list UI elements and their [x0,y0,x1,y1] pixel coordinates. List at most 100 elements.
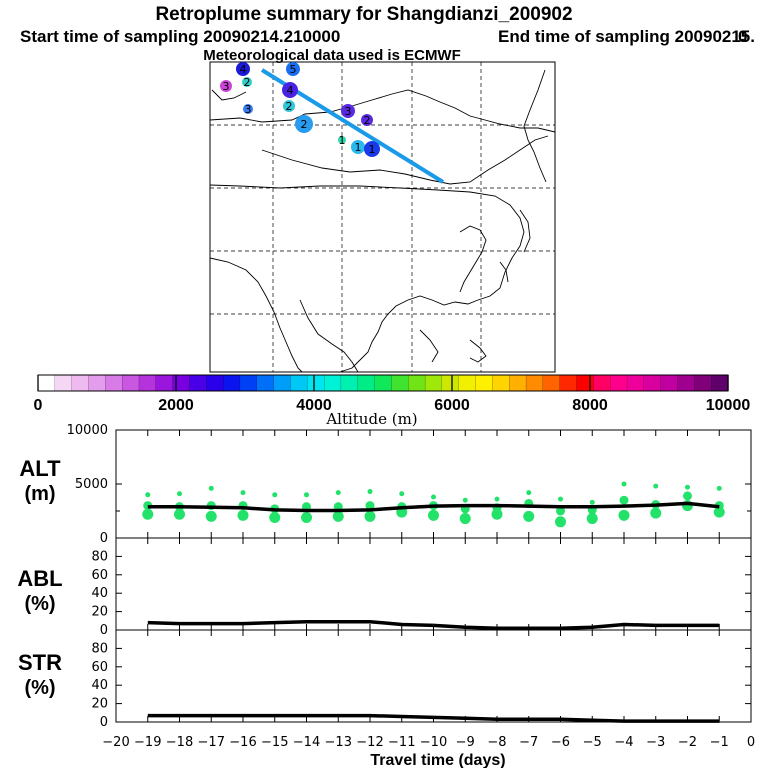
altitude-point [237,509,249,521]
colorbar-tick-label: 2000 [158,397,194,414]
panel-frame [115,537,752,631]
altitude-point [269,511,281,523]
colorbar-cell [593,374,611,392]
colorbar-cell [290,374,308,392]
colorbar-cell [88,374,106,392]
plume-point: 5 [286,62,300,76]
colorbar-cell [307,374,325,392]
altitude-point [208,485,214,491]
altitude-point [523,510,535,522]
colorbar-tick-label: 6000 [434,397,470,414]
xtick-label: −9 [456,735,475,750]
ytick-label: 20 [91,697,108,712]
altitude-point [205,510,217,522]
colorbar-cell [239,374,258,392]
altitude-point [621,481,627,487]
colorbar-cell [256,374,275,392]
altitude-point [459,513,471,525]
altitude-point [526,490,532,496]
plume-point: 2 [295,115,313,133]
colorbar-cell [458,374,477,392]
plume-point: 3 [243,103,253,116]
colorbar-cell [677,374,695,392]
time-series-panels: ALT(m)0500010000ABL(%)020406080STR(%)020… [17,423,755,768]
altitude-point [586,513,598,525]
xtick-label: −8 [487,735,506,750]
colorbar-cell [542,374,561,392]
altitude-point [335,490,341,496]
altitude-point [365,501,375,511]
plume-point: 4 [236,62,250,76]
colorbar-label: Altitude (m) [325,410,417,428]
xtick-label: −3 [646,735,665,750]
panel-ylabel: STR [18,650,62,675]
altitude-point [716,485,722,491]
figure-title: Retroplume summary for Shangdianzi_20090… [155,4,572,25]
altitude-point [142,508,154,520]
plume-point-label: 2 [301,118,308,131]
altitude-point [177,491,182,497]
xtick-label: −20 [102,735,129,750]
plume-point-label: 3 [245,103,252,116]
colorbar-cell [273,374,292,392]
end-time-label: End time of sampling 20090215. [498,27,755,46]
altitude-point [431,494,436,500]
colorbar-tick-label: 8000 [572,397,608,414]
panel-ylabel: ALT [19,456,61,481]
plume-point: 3 [341,104,355,118]
str-line [147,713,720,723]
xtick-label: −11 [388,735,415,750]
colorbar-cell [711,374,729,392]
plume-point-label: 2 [244,76,251,89]
plume-point-label: 1 [369,143,376,156]
altitude-point [713,506,725,518]
ytick-label: 5000 [75,477,108,492]
ytick-label: 80 [91,641,108,656]
panel-abl: ABL(%) 0 20 40 60 80 [17,537,752,638]
altitude-point [145,492,151,498]
altitude-point [685,484,690,490]
colorbar-cell [37,374,56,392]
plume-point: 3 [220,80,232,93]
ytick-label: 40 [91,586,108,601]
colorbar-cell [189,374,207,392]
xtick-label: −17 [198,735,225,750]
plume-point-label: 1 [339,134,346,147]
plume-point-label: 5 [290,63,297,76]
altitude-point [332,510,344,522]
xtick-label: −10 [420,735,447,750]
colorbar-cell [475,374,493,392]
colorbar-cell [155,374,174,392]
altitude-colorbar: 0 2000 4000 6000 8000 10000 Altitude (m) [34,374,750,428]
colorbar-cell [122,374,140,392]
colorbar-cell [643,374,662,392]
colorbar-cell [509,374,527,392]
colorbar-ticks: 0 2000 4000 6000 8000 10000 [34,375,750,414]
plume-point: 1 [338,134,346,147]
plume-point: 1 [351,140,365,154]
plume-point: 4 [282,82,298,98]
end-time-suffix: 0 [738,27,747,46]
xtick-label: −19 [134,735,161,750]
ytick-label: 40 [91,678,108,693]
altitude-point [618,509,630,521]
altitude-point [399,491,405,497]
altitude-point [494,496,500,502]
altitude-point [558,496,563,502]
xtick-label: −16 [229,735,256,750]
ytick-label: 60 [91,660,108,675]
xtick-label: −5 [583,735,602,750]
xtick-label: −2 [678,735,697,750]
xtick-label: −15 [261,735,288,750]
altitude-point [589,499,595,505]
altitude-point [555,516,566,528]
altitude-point [428,509,439,521]
ytick-label: 20 [91,605,108,620]
colorbar-cell [105,374,123,392]
plume-point-label: 2 [364,114,371,127]
colorbar-cell [660,374,679,392]
colorbar-cell [525,374,544,392]
colorbar-cell [424,374,443,392]
